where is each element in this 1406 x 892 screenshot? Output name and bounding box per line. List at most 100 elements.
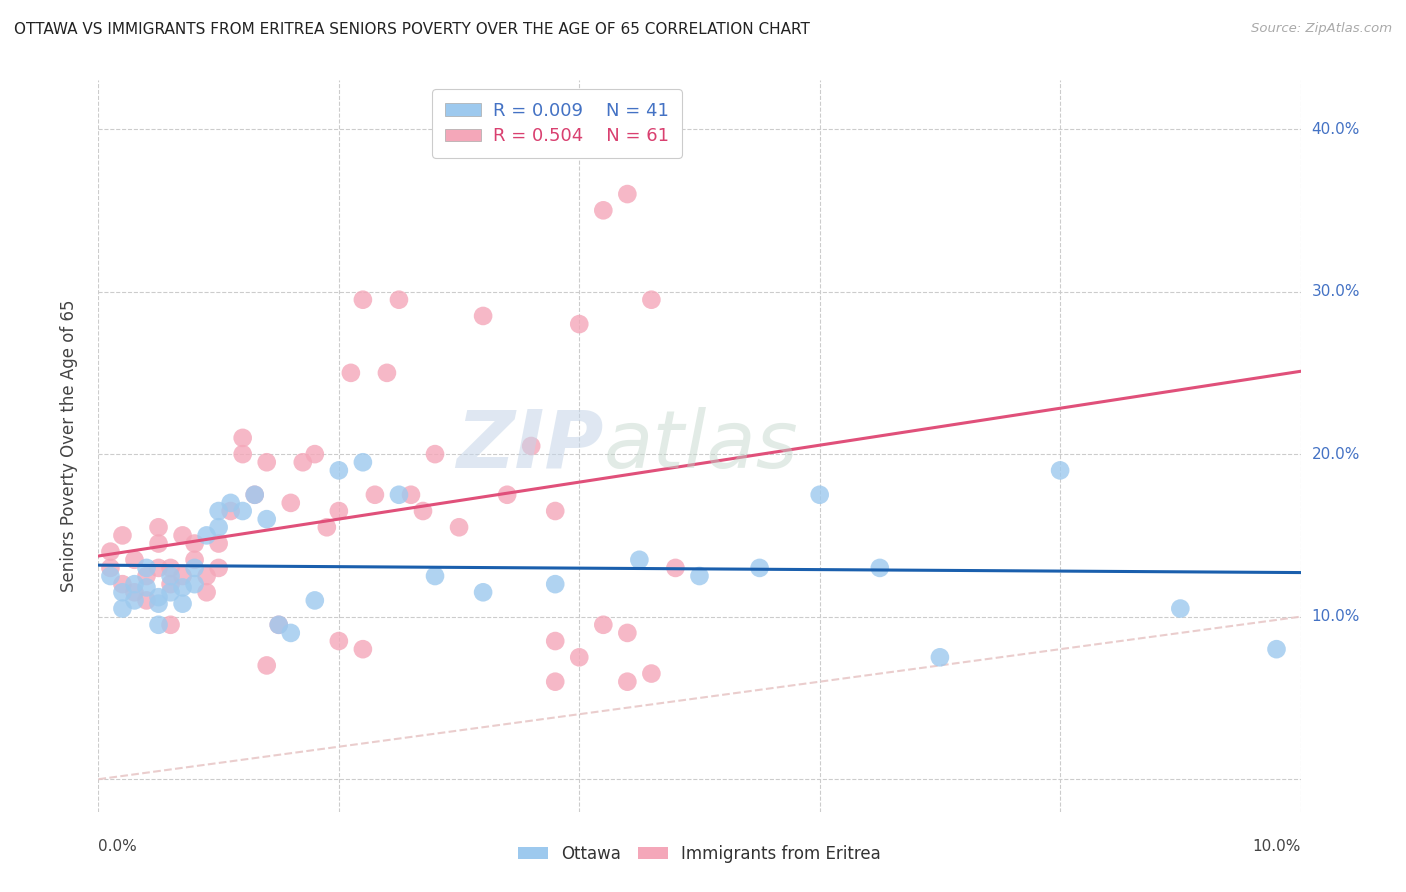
Point: [135, 569, 157, 583]
Point: [183, 577, 205, 591]
Point: [159, 577, 181, 591]
Point: [135, 581, 157, 595]
Text: ZIP: ZIP: [456, 407, 603, 485]
Point: [124, 593, 146, 607]
Point: [929, 650, 952, 665]
Point: [148, 590, 170, 604]
Point: [135, 593, 157, 607]
Point: [1265, 642, 1288, 657]
Point: [172, 528, 194, 542]
Point: [592, 617, 614, 632]
Point: [447, 520, 470, 534]
Point: [664, 561, 686, 575]
Point: [256, 512, 278, 526]
Point: [256, 658, 278, 673]
Point: [208, 520, 231, 534]
Text: 40.0%: 40.0%: [1312, 121, 1360, 136]
Point: [219, 496, 242, 510]
Point: [280, 626, 302, 640]
Point: [195, 585, 218, 599]
Point: [135, 561, 157, 575]
Point: [219, 504, 242, 518]
Point: [472, 309, 495, 323]
Point: [388, 488, 411, 502]
Point: [256, 455, 278, 469]
Point: [688, 569, 710, 583]
Point: [111, 601, 134, 615]
Point: [111, 577, 134, 591]
Text: OTTAWA VS IMMIGRANTS FROM ERITREA SENIORS POVERTY OVER THE AGE OF 65 CORRELATION: OTTAWA VS IMMIGRANTS FROM ERITREA SENIOR…: [14, 22, 810, 37]
Point: [304, 447, 326, 461]
Point: [423, 447, 446, 461]
Point: [352, 642, 374, 657]
Point: [544, 504, 567, 518]
Point: [243, 488, 266, 502]
Point: [544, 577, 567, 591]
Point: [148, 597, 170, 611]
Point: [496, 488, 519, 502]
Point: [412, 504, 434, 518]
Point: [148, 561, 170, 575]
Point: [592, 203, 614, 218]
Point: [291, 455, 314, 469]
Point: [808, 488, 831, 502]
Point: [124, 553, 146, 567]
Text: 10.0%: 10.0%: [1312, 609, 1360, 624]
Point: [232, 504, 254, 518]
Point: [628, 553, 651, 567]
Point: [159, 585, 181, 599]
Point: [1170, 601, 1192, 615]
Point: [748, 561, 770, 575]
Point: [172, 597, 194, 611]
Legend: Ottawa, Immigrants from Eritrea: Ottawa, Immigrants from Eritrea: [512, 838, 887, 869]
Point: [183, 553, 205, 567]
Point: [243, 488, 266, 502]
Point: [520, 439, 543, 453]
Point: [304, 593, 326, 607]
Point: [183, 536, 205, 550]
Point: [208, 536, 231, 550]
Point: [616, 674, 638, 689]
Point: [544, 634, 567, 648]
Point: [124, 577, 146, 591]
Point: [352, 455, 374, 469]
Point: [472, 585, 495, 599]
Point: [568, 317, 591, 331]
Point: [388, 293, 411, 307]
Point: [195, 528, 218, 542]
Point: [640, 293, 662, 307]
Point: [267, 617, 290, 632]
Text: 30.0%: 30.0%: [1312, 284, 1360, 299]
Point: [375, 366, 398, 380]
Point: [172, 581, 194, 595]
Point: [100, 544, 122, 558]
Point: [869, 561, 891, 575]
Point: [159, 569, 181, 583]
Point: [195, 569, 218, 583]
Point: [172, 569, 194, 583]
Point: [124, 585, 146, 599]
Point: [568, 650, 591, 665]
Point: [352, 293, 374, 307]
Text: 0.0%: 0.0%: [98, 839, 138, 855]
Point: [328, 504, 350, 518]
Text: atlas: atlas: [603, 407, 799, 485]
Point: [111, 528, 134, 542]
Point: [100, 561, 122, 575]
Point: [340, 366, 363, 380]
Text: 10.0%: 10.0%: [1253, 839, 1301, 855]
Point: [364, 488, 387, 502]
Point: [399, 488, 422, 502]
Point: [232, 431, 254, 445]
Point: [148, 617, 170, 632]
Point: [111, 585, 134, 599]
Point: [315, 520, 337, 534]
Point: [159, 617, 181, 632]
Point: [544, 674, 567, 689]
Y-axis label: Seniors Poverty Over the Age of 65: Seniors Poverty Over the Age of 65: [59, 300, 77, 592]
Text: 20.0%: 20.0%: [1312, 447, 1360, 462]
Point: [267, 617, 290, 632]
Point: [100, 569, 122, 583]
Point: [232, 447, 254, 461]
Point: [208, 504, 231, 518]
